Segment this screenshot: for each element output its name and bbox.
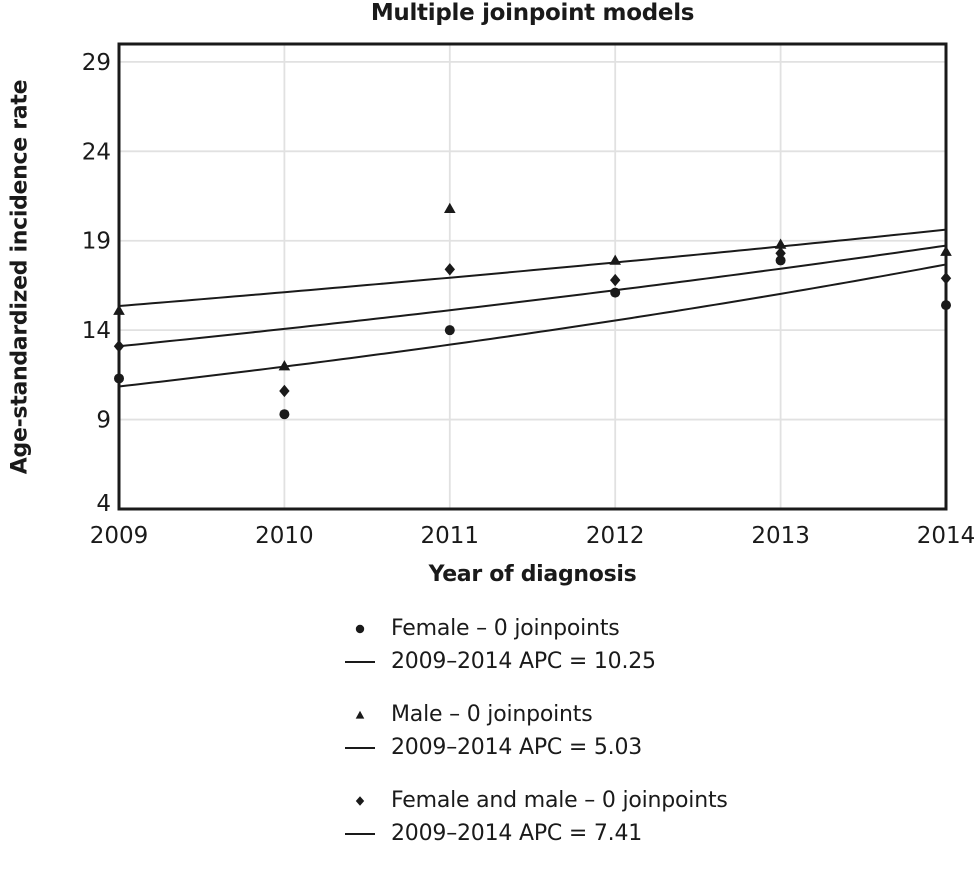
legend-series-label: Female – 0 joinpoints <box>391 616 620 641</box>
y-tick-label: 9 <box>96 408 111 434</box>
data-point-female <box>775 255 786 266</box>
x-tick-label: 2011 <box>421 523 480 549</box>
legend-trend-row: 2009–2014 APC = 5.03 <box>0 731 976 764</box>
x-axis-title: Year of diagnosis <box>428 562 637 587</box>
trend-line-icon <box>344 746 376 749</box>
legend-group-male: Male – 0 joinpoints 2009–2014 APC = 5.03 <box>0 698 976 764</box>
data-point-female <box>444 325 455 336</box>
triangle-marker-icon <box>344 708 376 722</box>
legend-series-label: Male – 0 joinpoints <box>391 702 593 727</box>
x-tick-label: 2010 <box>255 523 314 549</box>
legend-group-female-and-male: Female and male – 0 joinpoints 2009–2014… <box>0 784 976 850</box>
data-point-female_and_male <box>113 340 125 353</box>
y-tick-label: 29 <box>82 50 111 76</box>
plot-border <box>117 42 948 511</box>
data-point-female_and_male <box>610 273 621 287</box>
trend-line-female <box>118 263 947 388</box>
legend-trend-label: 2009–2014 APC = 7.41 <box>391 821 643 846</box>
data-point-male <box>113 304 125 315</box>
legend-series-row: Male – 0 joinpoints <box>0 698 976 731</box>
data-point-male <box>774 238 787 249</box>
legend-group-female: Female – 0 joinpoints 2009–2014 APC = 10… <box>0 612 976 678</box>
data-point-female_and_male <box>279 384 290 398</box>
legend-series-row: Female – 0 joinpoints <box>0 612 976 645</box>
diamond-marker-icon <box>344 794 376 808</box>
data-point-female <box>279 409 290 420</box>
trend-line-male <box>118 228 947 308</box>
legend-series-label: Female and male – 0 joinpoints <box>391 788 728 813</box>
chart-legend: Female – 0 joinpoints 2009–2014 APC = 10… <box>0 612 976 870</box>
trend-line-female_and_male <box>118 244 947 348</box>
circle-marker-icon <box>344 622 376 636</box>
legend-trend-row: 2009–2014 APC = 10.25 <box>0 645 976 678</box>
y-tick-label: 14 <box>82 318 111 344</box>
x-tick-label: 2013 <box>751 523 810 549</box>
data-point-male <box>444 202 456 213</box>
legend-trend-row: 2009–2014 APC = 7.41 <box>0 817 976 850</box>
data-point-male <box>940 245 952 256</box>
y-tick-label: 24 <box>82 139 111 165</box>
legend-series-row: Female and male – 0 joinpoints <box>0 784 976 817</box>
trend-line-icon <box>344 660 376 663</box>
data-point-male <box>278 360 291 371</box>
data-point-female_and_male <box>775 247 786 260</box>
x-tick-label: 2009 <box>90 523 149 549</box>
data-point-female <box>114 373 124 384</box>
x-tick-label: 2012 <box>586 523 645 549</box>
legend-trend-label: 2009–2014 APC = 5.03 <box>391 735 643 760</box>
x-tick-label: 2014 <box>917 523 976 549</box>
trend-line-icon <box>344 832 376 835</box>
data-point-female <box>941 300 951 311</box>
data-point-female_and_male <box>444 263 455 276</box>
data-point-male <box>609 254 621 265</box>
plot-area: 29 24 19 14 9 4 2009 2010 2011 2012 2013 2014 <box>82 42 976 549</box>
data-point-female <box>610 287 621 298</box>
data-point-female_and_male <box>940 272 952 285</box>
y-tick-label: 4 <box>96 491 111 517</box>
y-tick-label: 19 <box>82 229 111 255</box>
legend-trend-label: 2009–2014 APC = 10.25 <box>391 649 656 674</box>
chart-title: Multiple joinpoint models <box>370 0 695 26</box>
